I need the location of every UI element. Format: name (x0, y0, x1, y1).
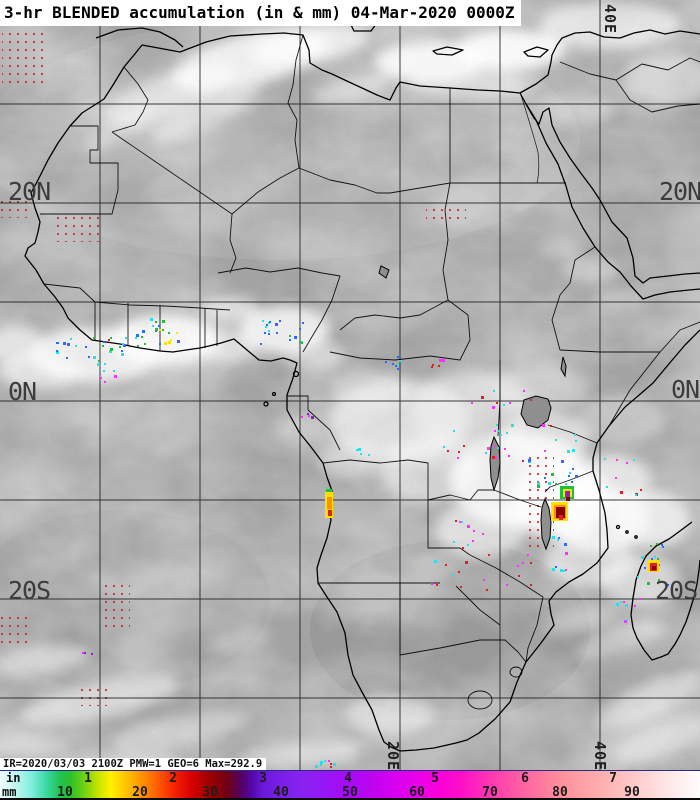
colorbar-tick-mm: 40 (273, 785, 289, 800)
colorbar-tick-mm: 50 (342, 785, 358, 800)
lon-label-40e-bottom: 40E (591, 741, 609, 772)
country-borders (40, 34, 700, 710)
colorbar-unit-in: in (6, 771, 21, 785)
lat-label-20s-right: 20S (655, 576, 698, 605)
precip-colorbar: in mm 1 2 3 4 5 6 7 10 20 30 40 50 60 70 80 90 (0, 770, 700, 800)
lat-label-0n-left: 0N (8, 377, 37, 406)
colorbar-tick-in: 5 (431, 771, 439, 786)
colorbar-tick-mm: 20 (132, 785, 148, 800)
status-bar: IR=2020/03/03 2100Z PMW=1 GEO=6 Max=292.… (0, 758, 267, 771)
map-svg (0, 0, 700, 772)
satellite-map (0, 0, 700, 772)
colorbar-tick-mm: 10 (57, 785, 73, 800)
colorbar-tick-in: 6 (521, 771, 529, 786)
colorbar-tick-mm: 90 (624, 785, 640, 800)
latlon-grid (0, 0, 700, 772)
colorbar-tick-mm: 80 (552, 785, 568, 800)
colorbar-tick-in: 4 (344, 771, 352, 786)
lon-label-40e-top: 40E (601, 4, 619, 35)
colorbar-tick-in: 1 (84, 771, 92, 786)
colorbar-tick-in: 7 (609, 771, 617, 786)
lat-label-20s-left: 20S (8, 576, 51, 605)
lakes (378, 265, 567, 551)
lat-label-20n-right: 20N (659, 177, 700, 206)
lat-label-0n-right: 0N (671, 375, 700, 404)
colorbar-tick-in: 3 (259, 771, 267, 786)
product-title: 3-hr BLENDED accumulation (in & mm) 04-M… (0, 0, 521, 26)
colorbar-tick-mm: 70 (482, 785, 498, 800)
colorbar-tick-mm: 60 (409, 785, 425, 800)
lat-label-20n-left: 20N (8, 177, 51, 206)
colorbar-tick-in: 2 (169, 771, 177, 786)
colorbar-tick-mm: 30 (202, 785, 218, 800)
lon-label-20e-bottom: 20E (384, 741, 402, 772)
red-stipple-regions (0, 28, 554, 706)
colorbar-unit-mm: mm (2, 785, 17, 799)
